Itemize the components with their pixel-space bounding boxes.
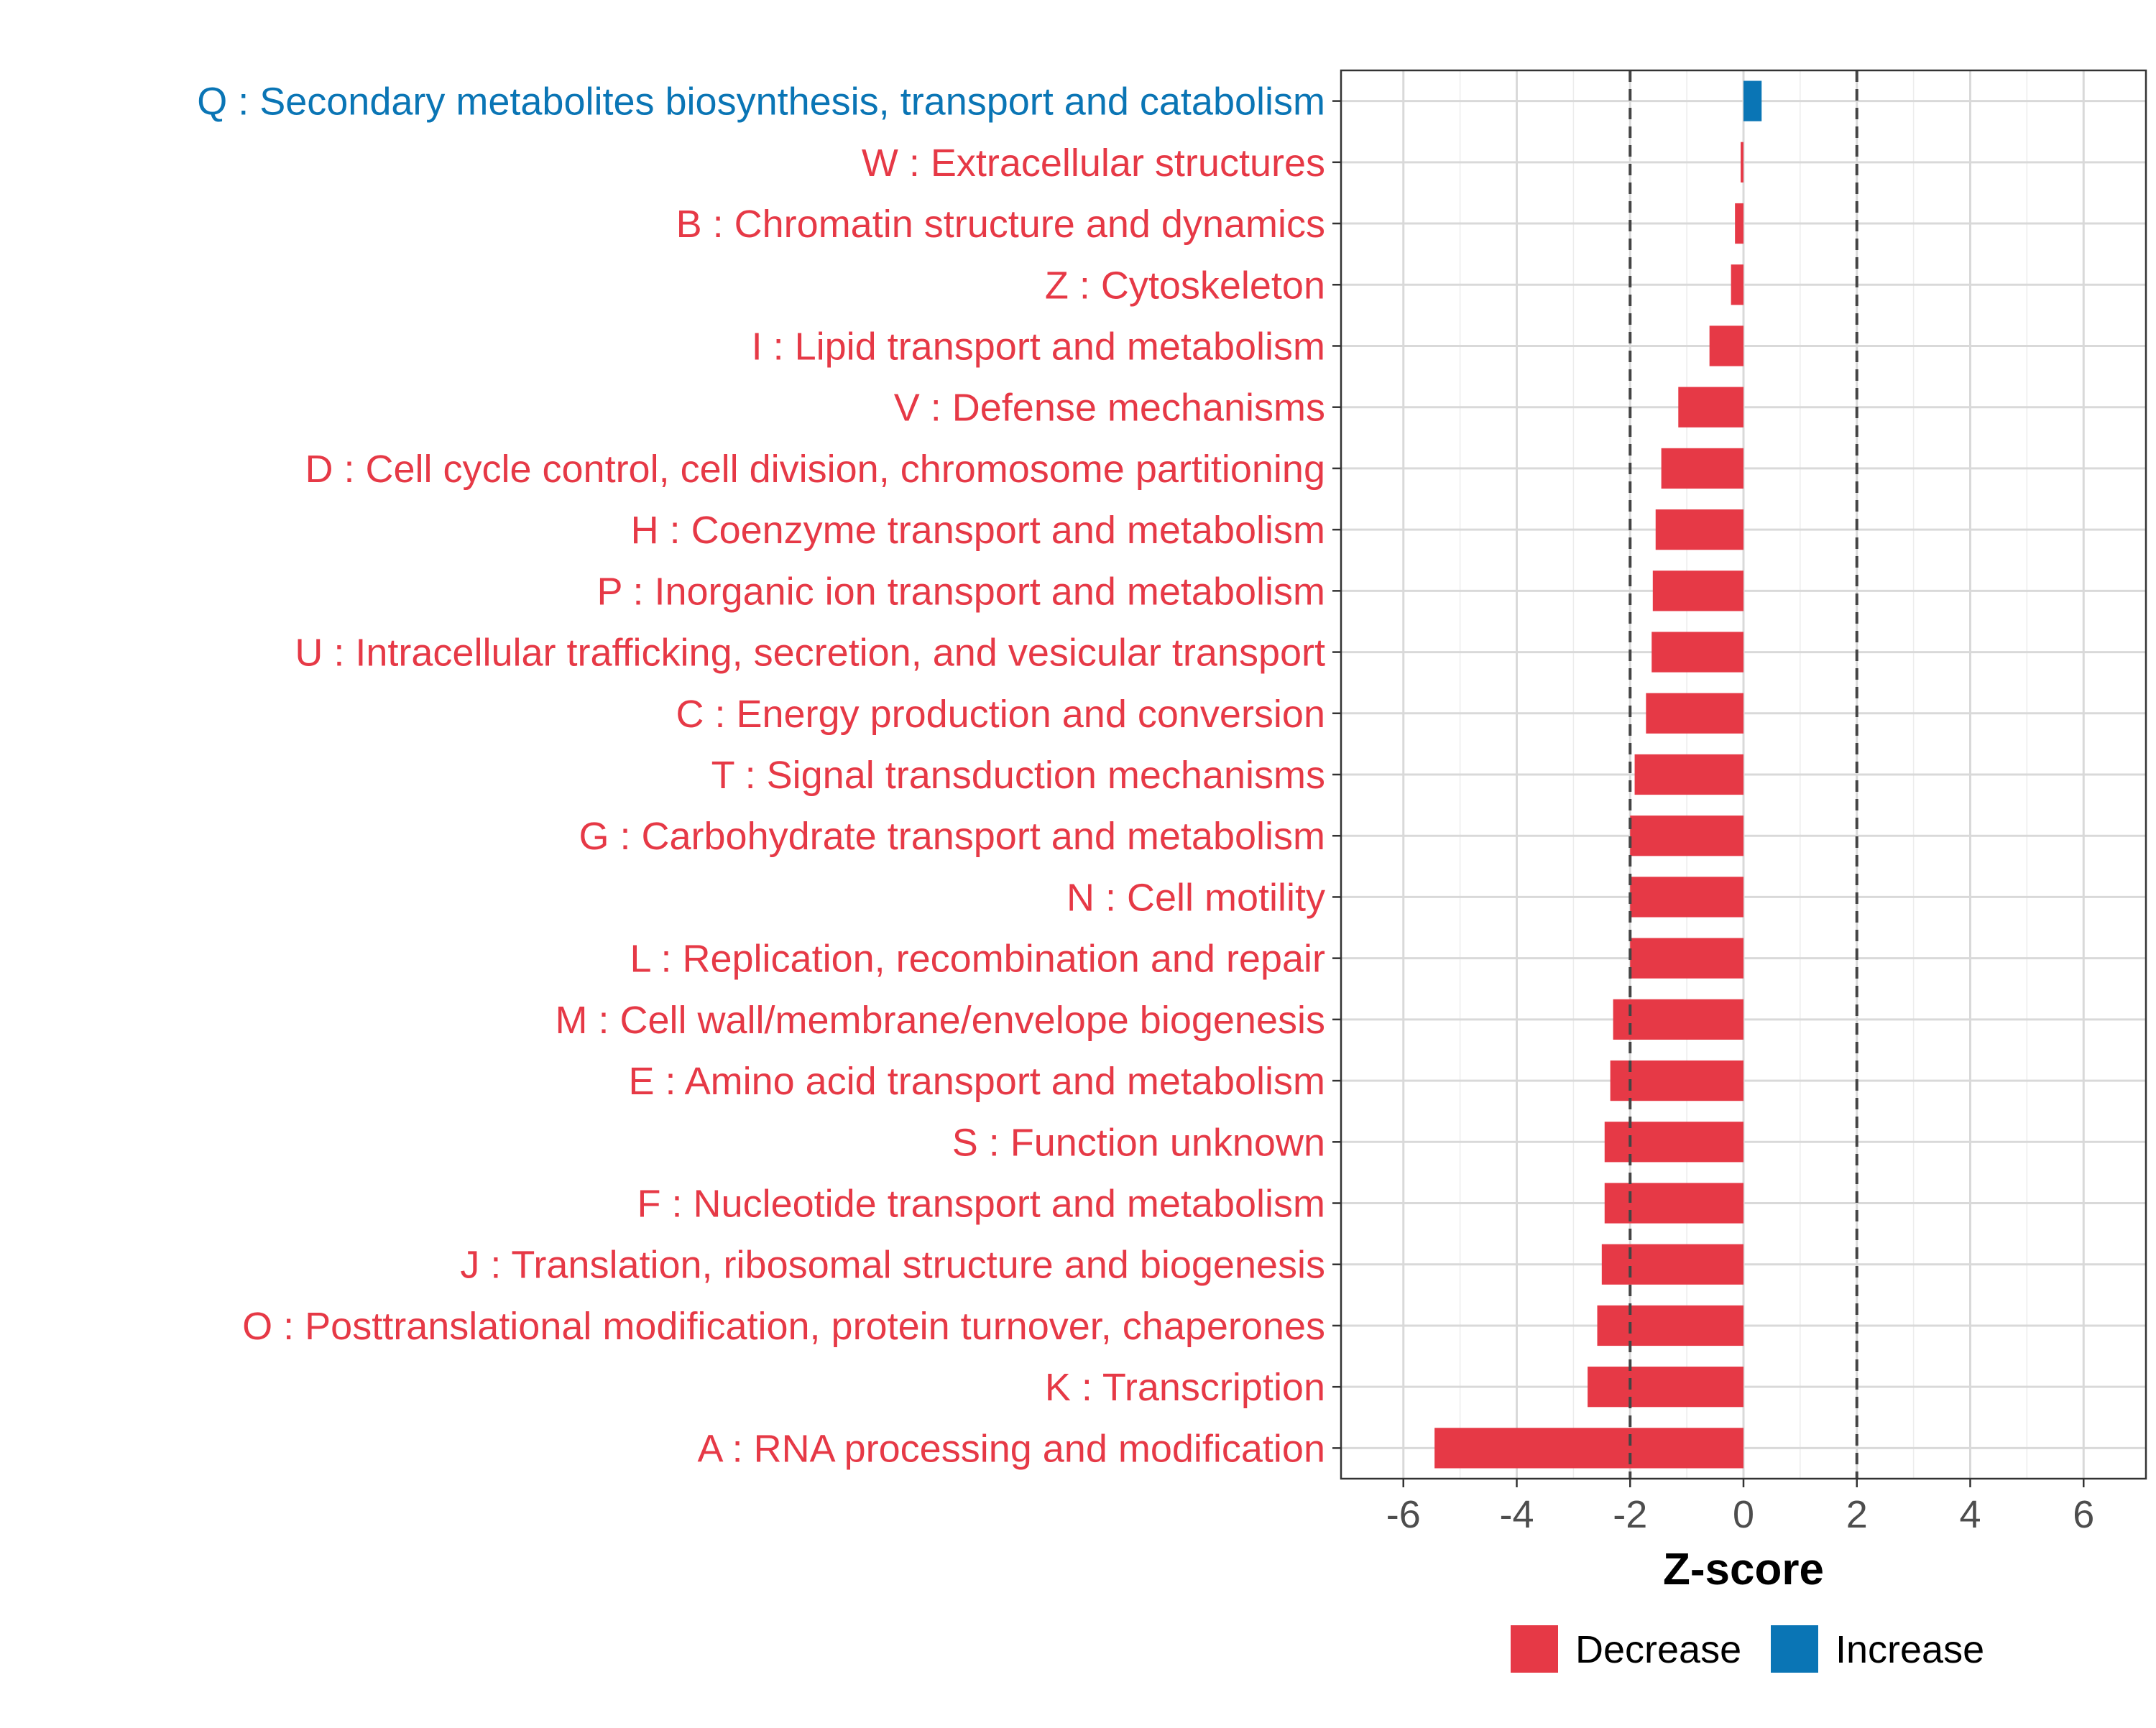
bar-m — [1613, 999, 1743, 1040]
y-tick-label: V : Defense mechanisms — [894, 387, 1325, 430]
bar-j — [1601, 1244, 1743, 1285]
bar-p — [1652, 570, 1743, 611]
x-axis: -6 -4 -2 0 2 4 6 — [1386, 1479, 2094, 1536]
bar-o — [1597, 1305, 1743, 1346]
legend-key-decrease — [1511, 1625, 1558, 1673]
x-tick-label: -4 — [1499, 1493, 1534, 1536]
y-tick-label: C : Energy production and conversion — [676, 693, 1325, 736]
bar-c — [1646, 693, 1743, 734]
bar-h — [1655, 509, 1743, 550]
y-tick-label: N : Cell motility — [1067, 876, 1325, 919]
bar-g — [1630, 816, 1743, 856]
bar-i — [1709, 325, 1743, 366]
legend: Decrease Increase — [1511, 1625, 1984, 1673]
y-axis: Q : Secondary metabolites biosynthesis, … — [197, 80, 1341, 1470]
bar-u — [1651, 632, 1743, 673]
legend-label-increase: Increase — [1835, 1628, 1984, 1671]
bar-l — [1630, 938, 1743, 979]
threshold-layer — [1628, 70, 1858, 1479]
bar-a — [1434, 1428, 1743, 1469]
y-tick-label: G : Carbohydrate transport and metabolis… — [579, 815, 1326, 858]
y-tick-label: E : Amino acid transport and metabolism — [629, 1060, 1325, 1103]
bar-k — [1588, 1367, 1743, 1408]
bar-z — [1731, 264, 1743, 305]
y-tick-label: T : Signal transduction mechanisms — [711, 754, 1325, 797]
y-tick-label: O : Posttranslational modification, prot… — [242, 1305, 1325, 1348]
legend-key-increase — [1771, 1625, 1818, 1673]
x-tick-label: 6 — [2073, 1493, 2094, 1536]
y-tick-label: M : Cell wall/membrane/envelope biogenes… — [555, 999, 1325, 1042]
x-tick-label: 2 — [1846, 1493, 1868, 1536]
bar-layer — [1434, 80, 1762, 1469]
x-axis-title: Z-score — [1663, 1545, 1824, 1594]
x-tick-label: 0 — [1733, 1493, 1754, 1536]
bar-t — [1634, 754, 1743, 795]
y-tick-label: W : Extracellular structures — [862, 142, 1325, 185]
x-tick-label: -2 — [1613, 1493, 1647, 1536]
y-tick-label: H : Coenzyme transport and metabolism — [631, 509, 1325, 552]
bar-b — [1735, 203, 1743, 244]
y-tick-label: J : Translation, ribosomal structure and… — [460, 1244, 1325, 1287]
x-tick-label: -6 — [1386, 1493, 1421, 1536]
bar-q — [1743, 80, 1762, 121]
y-tick-label: A : RNA processing and modification — [698, 1427, 1325, 1470]
y-tick-label: I : Lipid transport and metabolism — [752, 325, 1325, 368]
y-tick-label: P : Inorganic ion transport and metaboli… — [596, 570, 1325, 613]
bar-e — [1610, 1060, 1743, 1101]
bar-w — [1741, 142, 1743, 182]
bar-n — [1630, 877, 1743, 918]
y-tick-label: L : Replication, recombination and repai… — [630, 938, 1325, 981]
y-tick-label: Q : Secondary metabolites biosynthesis, … — [197, 80, 1325, 124]
y-tick-label: S : Function unknown — [952, 1121, 1325, 1164]
y-tick-label: B : Chromatin structure and dynamics — [676, 203, 1325, 246]
bar-f — [1604, 1183, 1743, 1224]
legend-label-decrease: Decrease — [1575, 1628, 1741, 1671]
bar-s — [1604, 1122, 1743, 1163]
y-tick-label: U : Intracellular trafficking, secretion… — [295, 632, 1325, 675]
bar-d — [1661, 448, 1743, 489]
y-tick-label: F : Nucleotide transport and metabolism — [637, 1183, 1325, 1226]
y-tick-label: Z : Cytoskeleton — [1045, 264, 1325, 307]
y-tick-label: K : Transcription — [1045, 1366, 1325, 1409]
x-tick-label: 4 — [1959, 1493, 1981, 1536]
y-tick-label: D : Cell cycle control, cell division, c… — [305, 448, 1325, 491]
bar-v — [1678, 387, 1743, 428]
